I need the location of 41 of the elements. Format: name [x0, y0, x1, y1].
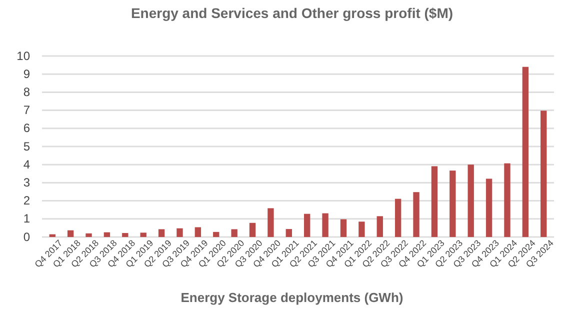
- y-tick-label: 6: [23, 121, 30, 136]
- bar: [86, 233, 92, 237]
- bar: [486, 178, 492, 237]
- y-tick-label: 3: [23, 176, 30, 190]
- bar: [104, 232, 110, 237]
- bar: [286, 229, 292, 237]
- bar: [268, 208, 274, 237]
- bar: [376, 216, 383, 237]
- bar: [194, 227, 202, 237]
- bar: [450, 170, 456, 237]
- bar: [158, 229, 165, 237]
- y-tick-label: 9: [23, 66, 30, 81]
- bar: [504, 163, 510, 237]
- bar: [231, 229, 238, 237]
- bar: [413, 192, 420, 237]
- bar: [140, 232, 146, 237]
- bar: [67, 230, 74, 237]
- bar: [468, 164, 474, 237]
- y-tick-label: 5: [23, 139, 30, 154]
- chart-title: Energy and Services and Other gross profit ($M): [130, 5, 454, 21]
- bar: [249, 222, 256, 237]
- bar: [340, 219, 347, 237]
- y-tick-label: 7: [23, 103, 30, 118]
- bar: [431, 166, 438, 237]
- bar: [213, 232, 220, 237]
- x-axis-title: Energy Storage deployments (GWh): [180, 290, 404, 305]
- bar: [49, 234, 56, 237]
- bar: [322, 213, 328, 237]
- bar: [522, 66, 529, 237]
- y-tick-label: 4: [23, 157, 30, 172]
- bar: [540, 110, 547, 237]
- bar: [122, 233, 128, 237]
- bar: [394, 198, 402, 237]
- bar: [358, 222, 365, 237]
- bar: [304, 214, 310, 237]
- y-tick-label: 8: [23, 85, 30, 100]
- y-tick-label: 2: [23, 194, 30, 208]
- bar: [176, 228, 183, 237]
- y-tick-label: 10: [16, 48, 30, 63]
- y-tick-label: 0: [23, 230, 30, 244]
- y-tick-label: 1: [23, 212, 30, 226]
